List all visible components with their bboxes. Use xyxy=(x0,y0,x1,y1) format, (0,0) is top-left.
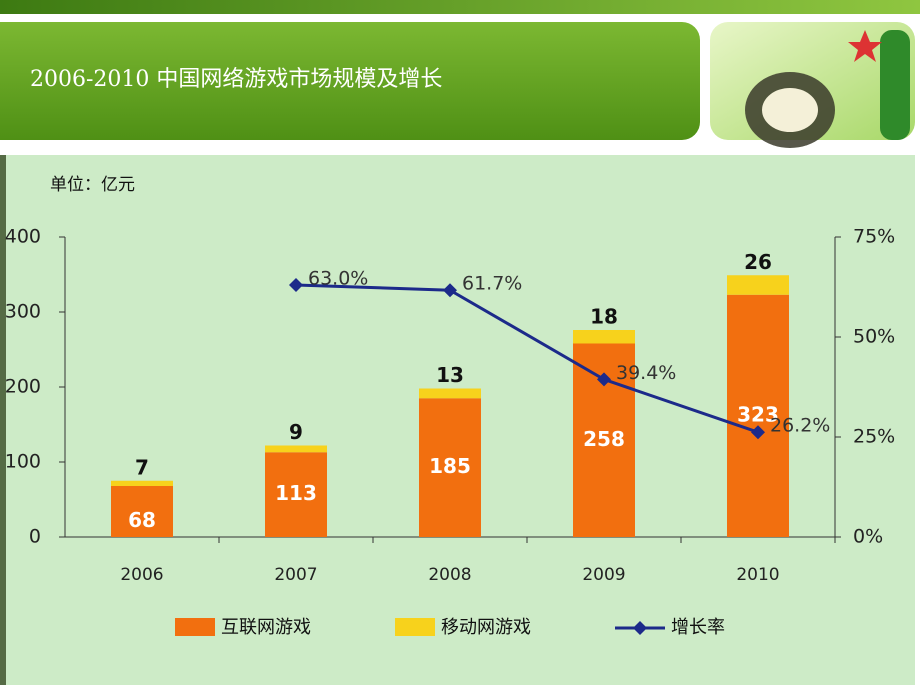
bar-segment xyxy=(727,275,789,295)
y-tick-label: 100 xyxy=(5,451,41,473)
y-tick-label: 200 xyxy=(5,376,41,398)
bar-segment xyxy=(573,330,635,344)
bar-segment xyxy=(265,452,327,537)
bar-value-label: 113 xyxy=(275,481,317,505)
bar-value-label: 26 xyxy=(744,250,772,274)
chart: 0 100 200 300 400 0% 25% 50% 75% 2006 2007 2008 2009… xyxy=(5,226,896,639)
decoration-bottle xyxy=(880,30,910,140)
growth-marker xyxy=(443,283,457,298)
bar-value-label: 9 xyxy=(289,420,303,444)
growth-marker xyxy=(289,278,303,292)
growth-line xyxy=(295,283,759,434)
legend-label: 移动网游戏 xyxy=(441,617,531,638)
y-tick-label: 400 xyxy=(5,226,41,248)
bar-segment xyxy=(419,388,481,399)
y2-tick-label: 75% xyxy=(853,226,895,248)
bar-value-label: 323 xyxy=(737,402,779,426)
x-tick-label: 2010 xyxy=(736,565,779,585)
panel-edge xyxy=(0,155,6,685)
x-tick-label: 2009 xyxy=(582,565,625,585)
slide-title: 2006-2010 中国网络游戏市场规模及增长 xyxy=(30,67,442,92)
y-tick-label: 0 xyxy=(29,526,41,548)
top-stripe xyxy=(0,0,920,14)
legend-label: 增长率 xyxy=(671,617,725,638)
growth-label: 39.4% xyxy=(616,362,676,384)
legend-swatch xyxy=(175,618,215,636)
title-band xyxy=(0,22,700,140)
bar-segment xyxy=(265,445,327,453)
legend-swatch xyxy=(395,618,435,636)
bar-value-label: 258 xyxy=(583,427,625,451)
legend-label: 互联网游戏 xyxy=(221,617,311,638)
unit-label: 单位：亿元 xyxy=(50,175,135,195)
bar-segment xyxy=(419,398,481,537)
y2-tick-label: 50% xyxy=(853,326,895,348)
bar-value-label: 68 xyxy=(128,508,156,532)
bar-segment xyxy=(727,294,789,537)
growth-label: 63.0% xyxy=(308,268,368,290)
y-tick-label: 300 xyxy=(5,301,41,323)
y2-tick-label: 0% xyxy=(853,526,883,548)
bar-value-label: 13 xyxy=(436,363,464,387)
y2-tick-label: 25% xyxy=(853,426,895,448)
bar-value-label: 7 xyxy=(135,455,149,479)
bar-segment xyxy=(111,480,173,486)
legend-marker xyxy=(633,621,647,635)
bar-segment xyxy=(111,486,173,537)
x-tick-label: 2007 xyxy=(274,565,317,585)
decoration-disc-inner xyxy=(762,88,818,132)
bar-value-label: 18 xyxy=(590,305,618,329)
decoration-star xyxy=(848,30,882,62)
growth-marker xyxy=(751,425,765,440)
growth-label: 61.7% xyxy=(462,273,522,295)
x-tick-label: 2008 xyxy=(428,565,471,585)
bar-value-label: 185 xyxy=(429,454,471,478)
x-tick-label: 2006 xyxy=(120,565,163,585)
growth-label: 26.2% xyxy=(770,415,830,437)
growth-marker xyxy=(597,372,611,387)
